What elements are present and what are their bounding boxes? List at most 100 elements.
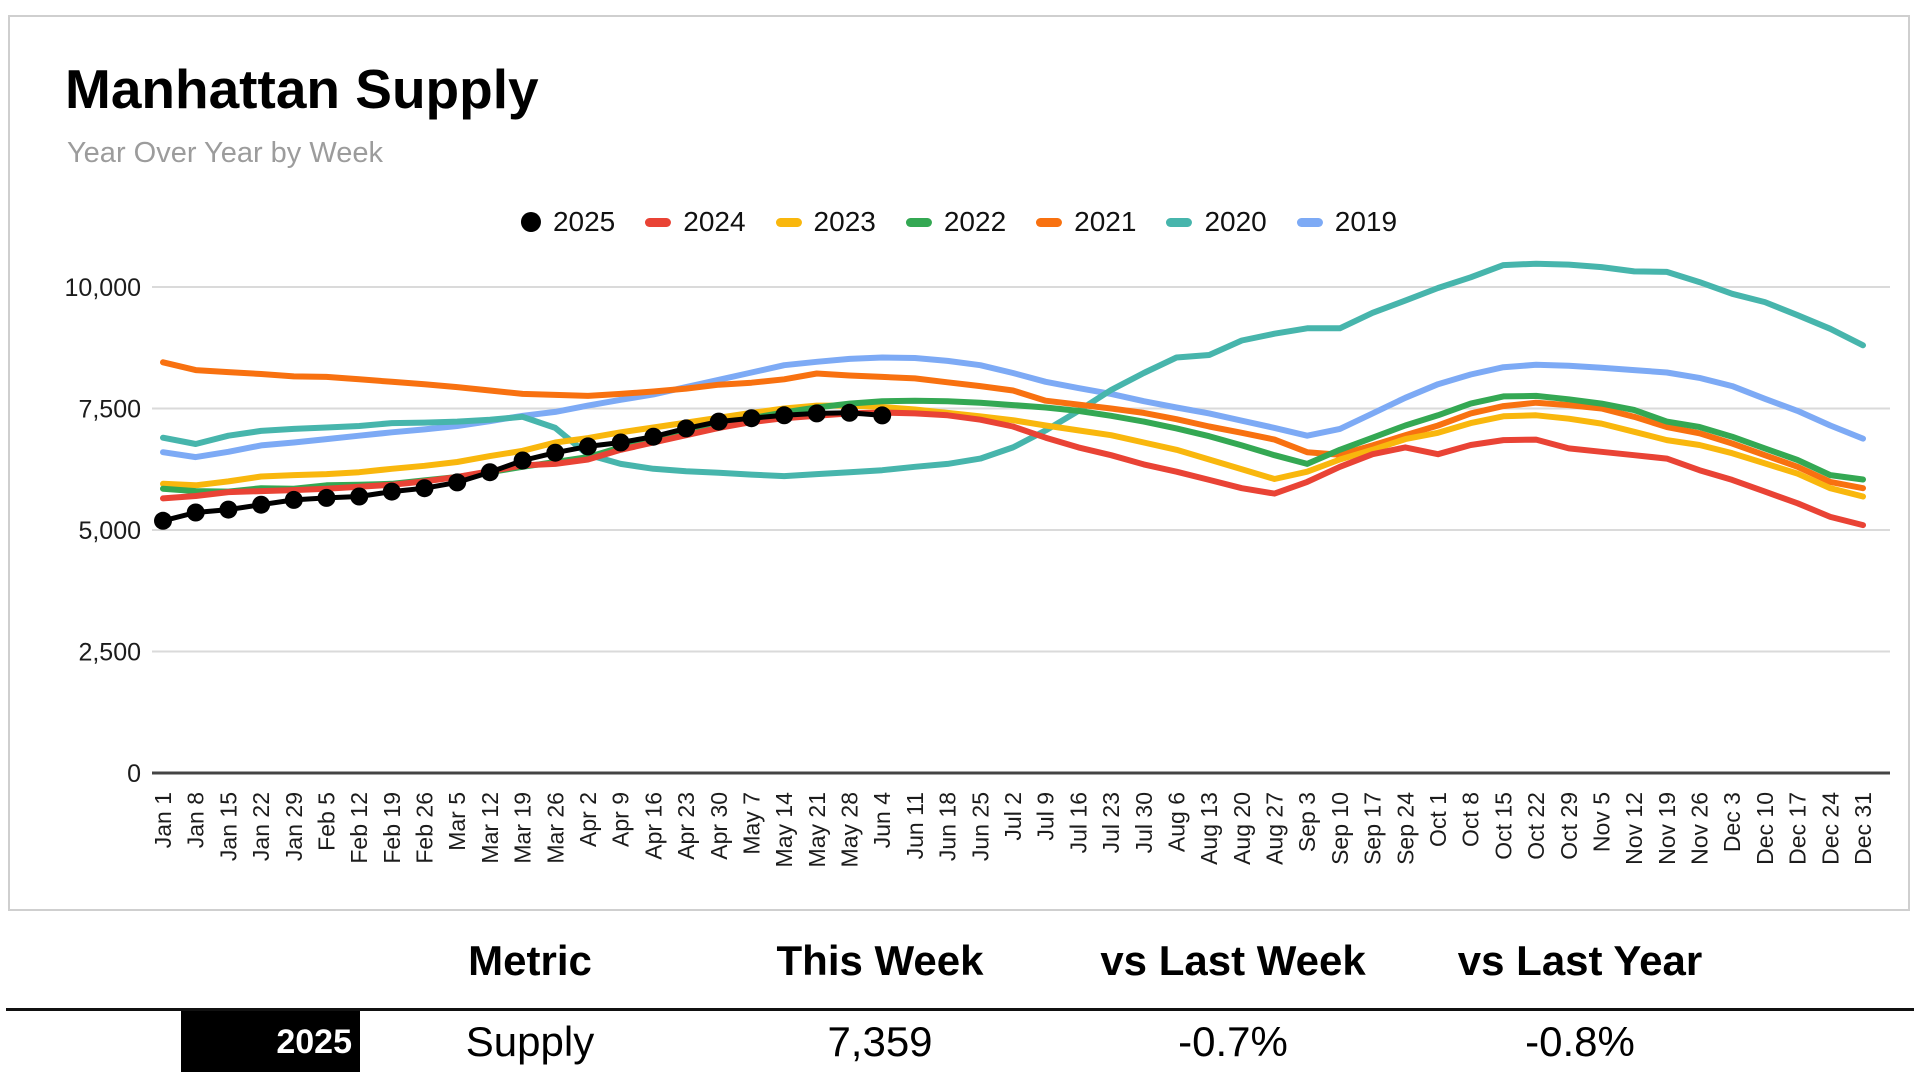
x-tick-label: Jul 30 — [1131, 792, 1157, 853]
series-line-2023 — [160, 402, 1866, 500]
x-tick-label: Aug 13 — [1196, 792, 1222, 865]
x-tick-label: Jun 25 — [967, 792, 993, 861]
legend-item-2025: 2025 — [520, 206, 615, 238]
x-tick-label: Aug 20 — [1229, 792, 1255, 865]
data-point-2025 — [579, 437, 597, 456]
legend-item-2019: 2019 — [1296, 206, 1398, 238]
data-point-2025 — [873, 406, 892, 425]
legend-dash-icon — [1166, 217, 1193, 227]
data-point-2025 — [709, 412, 728, 431]
data-point-2025 — [840, 403, 859, 422]
data-point-2025 — [807, 404, 826, 423]
x-tick-label: Sep 17 — [1360, 792, 1386, 865]
data-point-2025 — [677, 419, 696, 438]
data-point-2025 — [513, 451, 532, 470]
x-tick-label: Jul 9 — [1033, 792, 1059, 841]
y-tick-label: 10,000 — [65, 274, 141, 302]
x-tick-label: Jan 15 — [215, 792, 241, 861]
x-tick-label: Apr 16 — [640, 792, 666, 860]
x-tick-label: Apr 9 — [608, 792, 634, 847]
chart-card: Manhattan Supply Year Over Year by Week … — [8, 15, 1910, 911]
page-subtitle: Year Over Year by Week — [67, 137, 383, 169]
series-line-2019 — [160, 354, 1866, 461]
table-header-vs-last-week: vs Last Week — [1100, 937, 1366, 984]
data-point-2025 — [350, 487, 369, 506]
x-tick-label: Oct 29 — [1556, 792, 1582, 860]
data-point-2025 — [644, 427, 663, 446]
x-tick-label: Nov 5 — [1588, 792, 1614, 852]
legend-circle-icon — [520, 212, 541, 232]
x-tick-label: Mar 19 — [510, 792, 536, 864]
x-tick-label: Jan 29 — [281, 792, 307, 861]
data-point-2025 — [415, 479, 434, 498]
legend-dash-icon — [1036, 217, 1063, 227]
table-header-vs-last-year: vs Last Year — [1457, 937, 1703, 984]
cell-vs-last-year: -0.8% — [1525, 1018, 1635, 1065]
data-point-2025 — [186, 503, 205, 522]
data-point-2025 — [742, 409, 761, 428]
y-tick-label: 2,500 — [78, 639, 141, 667]
x-tick-label: Jan 8 — [183, 792, 209, 848]
x-tick-label: Aug 27 — [1262, 792, 1288, 865]
legend-item-2020: 2020 — [1166, 206, 1267, 238]
x-tick-label: Feb 12 — [346, 792, 372, 864]
table-header-metric: Metric — [468, 937, 592, 984]
x-tick-label: Jan 1 — [150, 792, 176, 848]
x-tick-label: Sep 24 — [1392, 792, 1418, 865]
table-header-this-week: This Week — [776, 937, 984, 984]
page-title: Manhattan Supply — [65, 58, 539, 120]
legend-item-2021: 2021 — [1036, 206, 1136, 238]
x-tick-label: Oct 8 — [1458, 792, 1484, 847]
x-tick-label: Apr 2 — [575, 792, 601, 847]
y-tick-label: 0 — [127, 760, 141, 788]
legend-label: 2023 — [813, 206, 876, 237]
data-point-2025 — [219, 500, 238, 519]
x-tick-label: May 7 — [738, 792, 764, 855]
legend-label: 2020 — [1204, 206, 1267, 237]
cell-metric: Supply — [465, 1018, 595, 1065]
x-tick-label: Sep 10 — [1327, 792, 1353, 865]
x-tick-label: Mar 5 — [444, 792, 470, 851]
x-tick-label: Jul 16 — [1065, 792, 1091, 853]
year-badge: 2025 — [181, 1011, 360, 1072]
x-tick-label: Feb 26 — [412, 792, 438, 864]
legend-label: 2019 — [1334, 206, 1398, 237]
series-line-2021 — [160, 359, 1866, 492]
x-tick-label: Oct 15 — [1490, 792, 1516, 860]
x-tick-label: Jun 11 — [902, 792, 928, 859]
data-point-2025 — [775, 406, 794, 425]
x-tick-label: Mar 12 — [477, 792, 503, 864]
cell-vs-last-week: -0.7% — [1178, 1018, 1288, 1065]
legend-item-2023: 2023 — [775, 206, 876, 238]
x-tick-label: Feb 19 — [379, 792, 405, 864]
x-tick-label: Nov 12 — [1621, 792, 1647, 865]
legend-dash-icon — [905, 217, 932, 227]
legend-item-2024: 2024 — [645, 206, 746, 238]
legend-label: 2021 — [1074, 206, 1137, 237]
x-tick-label: Nov 19 — [1654, 792, 1680, 865]
legend-dash-icon — [775, 217, 802, 227]
data-point-2025 — [611, 433, 630, 452]
data-point-2025 — [317, 488, 336, 507]
x-tick-label: Sep 3 — [1294, 792, 1320, 852]
x-tick-label: Dec 31 — [1850, 792, 1876, 865]
legend-dash-icon — [1296, 217, 1323, 227]
x-tick-label: May 28 — [837, 792, 863, 867]
table-divider — [6, 1008, 1914, 1011]
x-tick-label: Oct 1 — [1425, 792, 1451, 847]
legend-label: 2024 — [683, 206, 746, 237]
y-tick-label: 7,500 — [78, 396, 141, 424]
data-point-2025 — [448, 473, 467, 492]
x-tick-label: Dec 10 — [1752, 792, 1778, 865]
x-tick-label: Dec 24 — [1817, 792, 1843, 865]
legend-item-2022: 2022 — [905, 206, 1007, 238]
x-tick-label: Jan 22 — [248, 792, 274, 861]
chart-legend: 2025 2024 2023 2022 2021 2020 2019 — [520, 206, 1398, 238]
x-tick-label: Apr 23 — [673, 792, 699, 860]
x-tick-label: Dec 17 — [1785, 792, 1811, 865]
legend-label: 2022 — [943, 206, 1007, 237]
x-tick-label: Jun 18 — [935, 792, 961, 861]
x-tick-label: Nov 26 — [1687, 792, 1713, 865]
data-point-2025 — [546, 443, 565, 462]
